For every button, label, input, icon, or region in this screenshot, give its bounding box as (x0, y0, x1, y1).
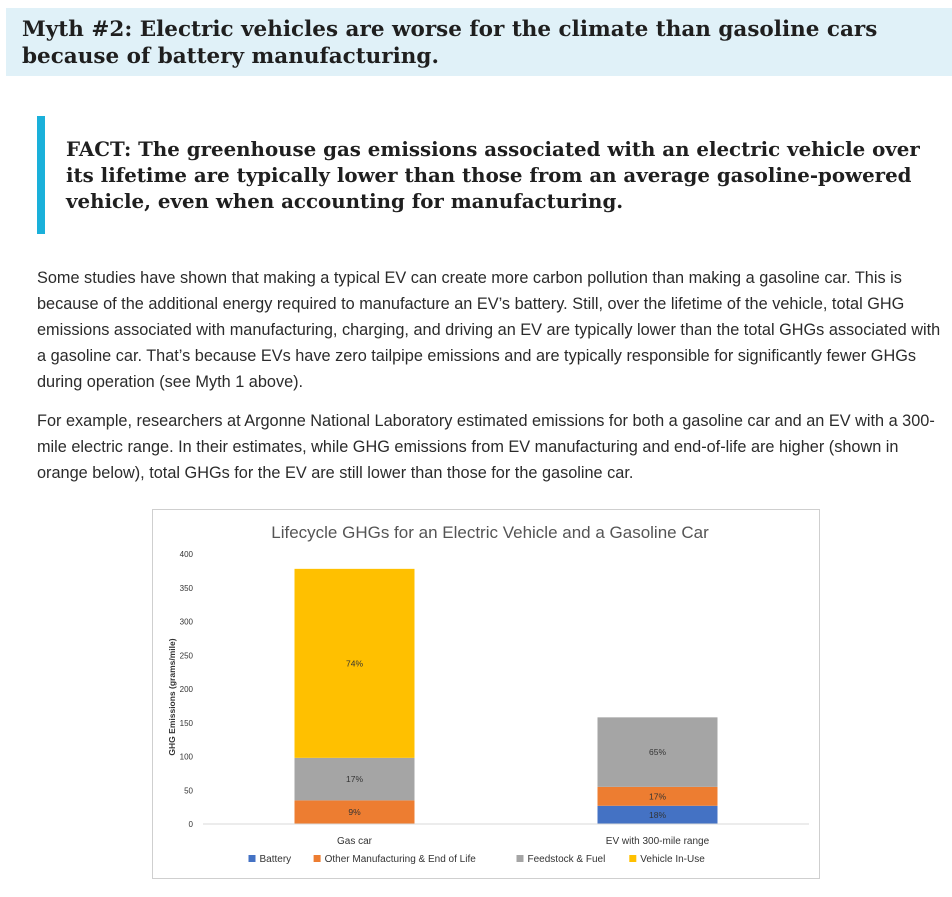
y-axis: 0 50 100 150 200 250 300 350 400 (180, 550, 194, 829)
myth-title: Myth #2: Electric vehicles are worse for… (22, 17, 878, 69)
y-tick-label: 150 (180, 719, 194, 728)
legend-swatch (313, 855, 321, 862)
chart-title: Lifecycle GHGs for an Electric Vehicle a… (271, 523, 709, 542)
body-paragraph-2: For example, researchers at Argonne Nati… (37, 412, 935, 482)
bar-segment (597, 786, 718, 806)
y-tick-label: 100 (180, 753, 194, 762)
bar-segment (294, 568, 415, 758)
myth-header: Myth #2: Electric vehicles are worse for… (6, 8, 952, 76)
bar-data-label: 65% (649, 747, 666, 757)
legend-label: Feedstock & Fuel (528, 854, 606, 865)
legend-swatch (516, 855, 524, 862)
bar-segment (597, 805, 718, 824)
y-tick-label: 300 (180, 618, 194, 627)
bar-segment (294, 757, 415, 801)
bar-data-label: 17% (649, 791, 666, 801)
x-category-label: Gas car (337, 836, 373, 847)
bar-segment (294, 800, 415, 824)
bar-data-label: 74% (346, 658, 363, 668)
bar-data-label: 17% (346, 774, 363, 784)
legend-label: Vehicle In-Use (640, 854, 705, 865)
x-axis: Gas car EV with 300-mile range (203, 823, 809, 847)
y-tick-label: 0 (189, 820, 194, 829)
legend-swatch (248, 855, 256, 862)
y-tick-label: 200 (180, 685, 194, 694)
bar-series: 9% 17% 74% 18% 17% 65% (294, 568, 718, 824)
legend-label: Other Manufacturing & End of Life (325, 854, 477, 865)
y-axis-label: GHG Emissions (grams/mile) (167, 638, 177, 755)
bar-data-label: 9% (348, 807, 361, 817)
fact-text: FACT: The greenhouse gas emissions assoc… (66, 137, 920, 213)
y-tick-label: 350 (180, 584, 194, 593)
legend-swatch (629, 855, 637, 862)
legend-label: Battery (260, 854, 292, 865)
y-tick-label: 50 (184, 786, 193, 795)
fact-callout: FACT: The greenhouse gas emissions assoc… (37, 116, 937, 234)
legend: Battery Other Manufacturing & End of Life… (248, 854, 705, 865)
x-category-label: EV with 300-mile range (606, 836, 710, 847)
bar-segment (597, 717, 718, 787)
y-tick-label: 250 (180, 651, 194, 660)
bar-data-label: 18% (649, 810, 666, 820)
chart-canvas: Lifecycle GHGs for an Electric Vehicle a… (167, 523, 809, 865)
lifecycle-ghg-chart: Lifecycle GHGs for an Electric Vehicle a… (152, 509, 820, 879)
body-paragraph-1: Some studies have shown that making a ty… (37, 269, 941, 391)
y-tick-label: 400 (180, 550, 194, 559)
